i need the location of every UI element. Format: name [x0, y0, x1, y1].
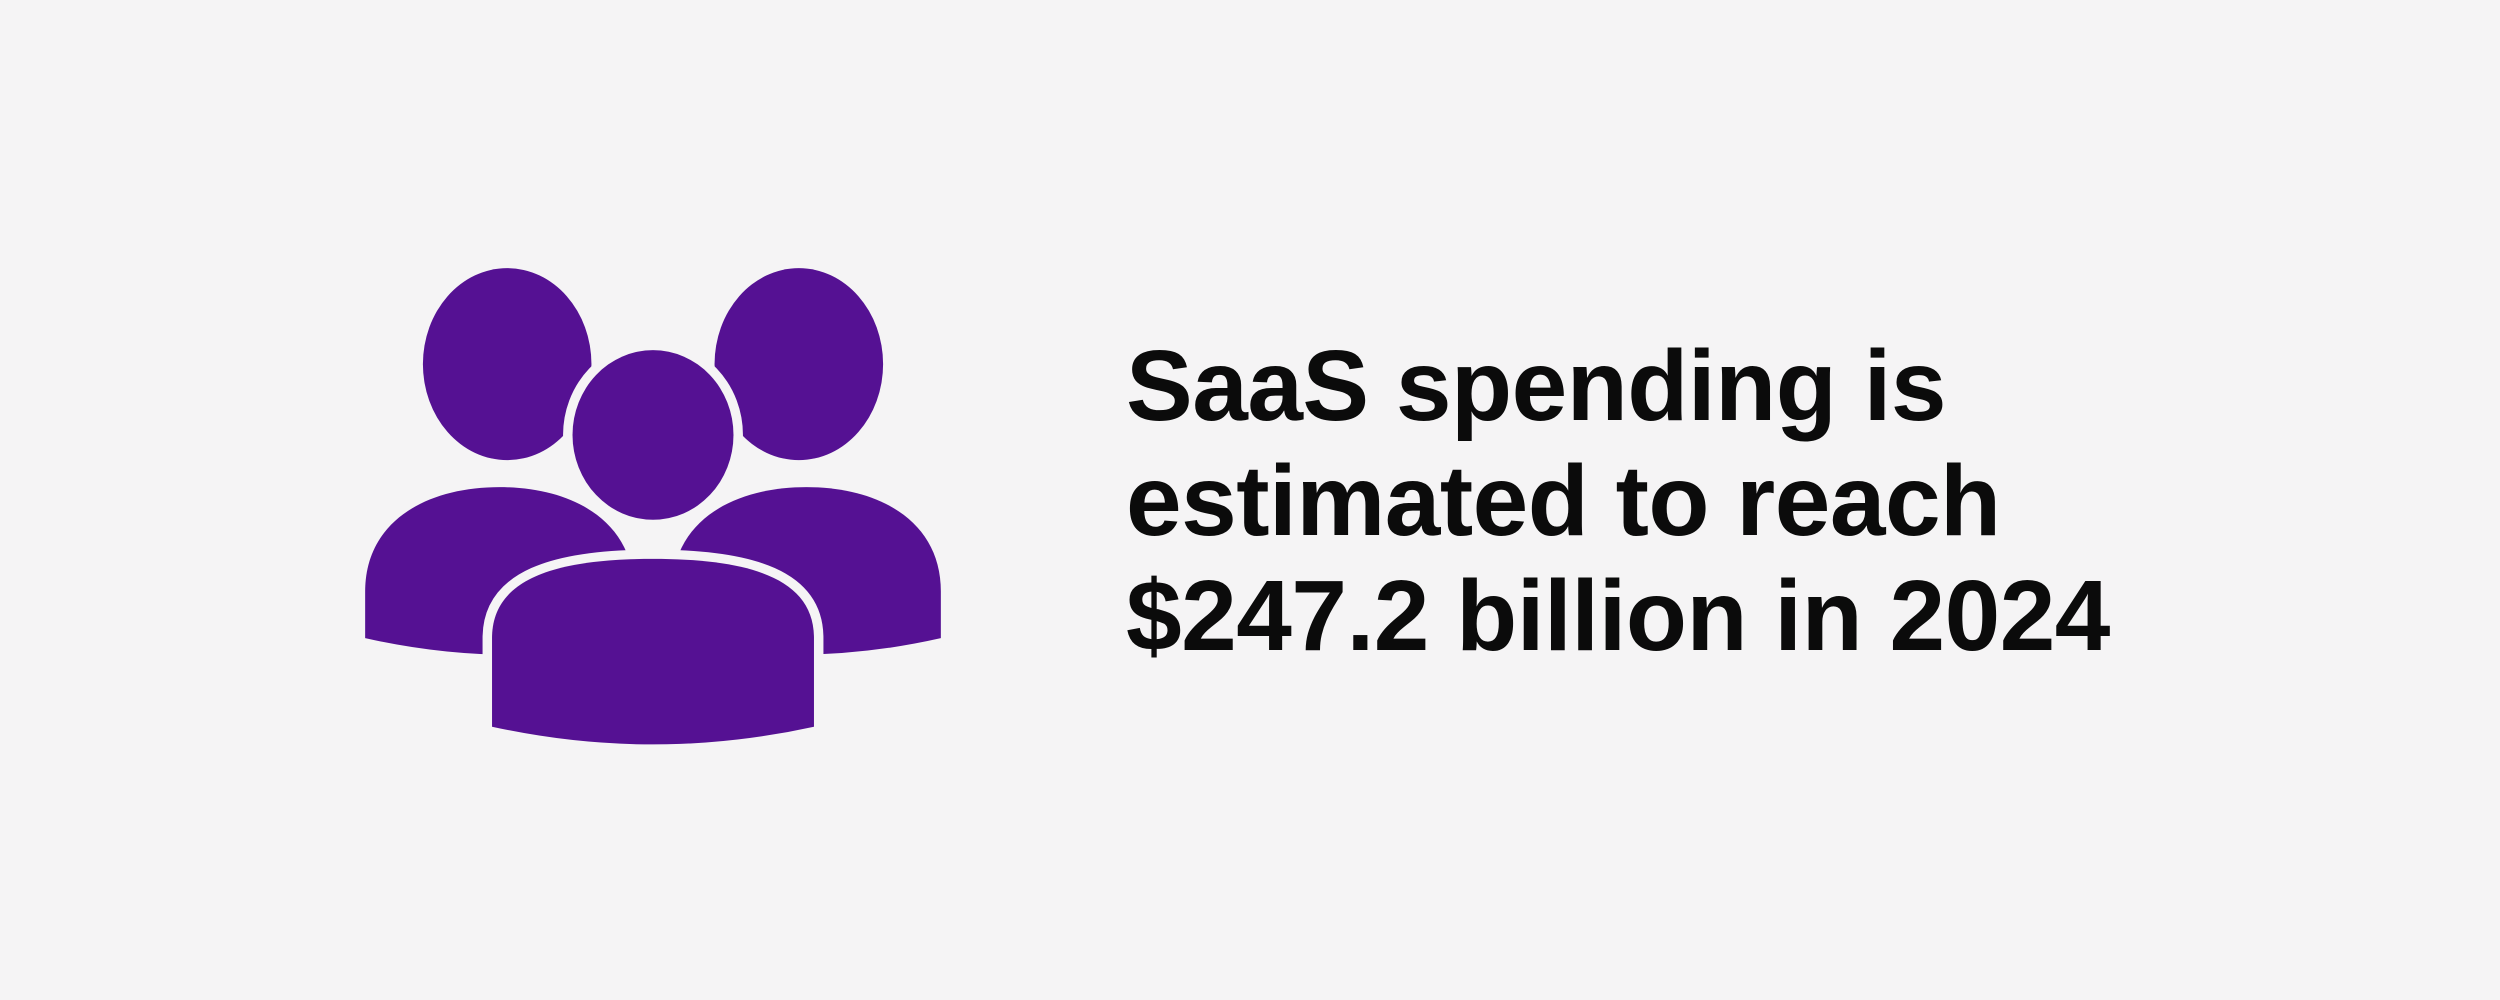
users-group-icon — [350, 242, 956, 764]
headline: SaaS spending is estimated to reach $247… — [1126, 329, 2110, 674]
users-group-icon-svg — [365, 258, 941, 754]
back-left-person-head — [413, 258, 601, 470]
headline-line-3: $247.2 billion in 2024 — [1126, 560, 2110, 672]
front-person-head — [563, 340, 743, 530]
headline-line-1: SaaS spending is — [1126, 330, 1947, 442]
back-right-person-head — [705, 258, 893, 470]
front-person-body — [482, 549, 824, 754]
headline-line-2: estimated to reach — [1126, 445, 2001, 557]
